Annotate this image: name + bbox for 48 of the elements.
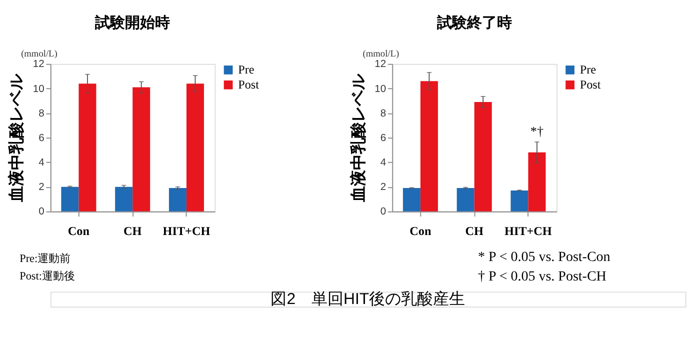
y-tick-label: 0 [38,206,45,218]
y-tick-label: 6 [380,132,386,144]
bar [402,188,420,212]
y-tick-label: 0 [380,206,386,218]
caption: 図2 単回HIT後の乳酸産生 [270,290,466,308]
y-axis-title: 血液中乳酸レベル [349,73,368,204]
y-tick-label: 2 [38,182,45,194]
bar [528,152,546,212]
bar [420,81,438,212]
y-tick-label: 2 [380,182,386,194]
chart-title: 試験終了時 [436,14,512,32]
bar [168,188,186,212]
x-tick-label: CH [123,224,142,238]
y-tick-label: 6 [38,132,45,144]
bar [186,84,204,212]
text: Pre:運動前 [20,252,71,265]
bar [78,84,96,212]
y-tick-label: 10 [32,84,45,95]
legend-label: Post [238,78,260,92]
legend-label: Pre [238,62,254,77]
y-tick-label: 8 [380,108,386,120]
bar [115,186,133,212]
text: (mmol/L) [362,49,400,60]
y-tick-label: 4 [380,158,386,169]
bar [510,190,528,212]
x-tick-label: Con [68,224,90,238]
y-tick-label: 10 [374,84,386,95]
text: * P < 0.05 vs. Post-Con [478,250,610,265]
bar [132,87,150,212]
text: (mmol/L) [21,49,58,60]
x-tick-label: Con [410,224,432,238]
annotation: *† [530,124,544,139]
bar [474,102,492,212]
x-tick-label: HIT+CH [504,224,552,238]
x-tick-label: HIT+CH [162,224,211,238]
text: † P < 0.05 vs. Post-CH [478,270,606,285]
chart-title: 試験開始時 [94,14,170,32]
x-tick-label: CH [465,224,484,238]
y-tick-label: 4 [38,158,45,169]
legend-label: Post [580,78,602,92]
y-tick-label: 8 [38,108,45,120]
bar [456,188,474,212]
y-tick-label: 12 [374,59,386,70]
legend-label: Pre [580,62,596,77]
bar [61,186,79,212]
text: Post:運動後 [20,270,75,283]
y-axis-title: 血液中乳酸レベル [8,73,26,204]
y-tick-label: 12 [32,59,45,70]
